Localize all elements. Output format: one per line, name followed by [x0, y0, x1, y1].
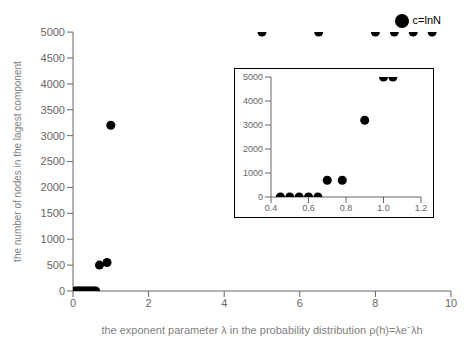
svg-text:2: 2: [146, 297, 152, 309]
svg-text:0.4: 0.4: [265, 203, 278, 213]
svg-text:the number of nodes in the lag: the number of nodes in the lagest compon…: [12, 61, 23, 262]
svg-text:5000: 5000: [243, 72, 263, 82]
svg-text:3500: 3500: [41, 104, 65, 116]
html-text:c=lnN: c=lnN: [412, 14, 441, 26]
svg-text:2000: 2000: [243, 144, 263, 154]
svg-text:8: 8: [372, 297, 378, 309]
svg-text:1.0: 1.0: [377, 203, 390, 213]
svg-text:500: 500: [47, 259, 65, 271]
svg-text:4500: 4500: [41, 52, 65, 64]
svg-text:4: 4: [221, 297, 227, 309]
svg-text:0: 0: [59, 285, 65, 297]
svg-text:2500: 2500: [41, 155, 65, 167]
svg-text:5000: 5000: [41, 26, 65, 38]
svg-text:0.6: 0.6: [302, 203, 315, 213]
svg-text:3000: 3000: [41, 130, 65, 142]
svg-text:the exponent parameter λ in th: the exponent parameter λ in the probabil…: [101, 324, 422, 336]
svg-text:0: 0: [258, 192, 263, 202]
svg-text:1000: 1000: [41, 233, 65, 245]
svg-text:0: 0: [70, 297, 76, 309]
svg-text:1.2: 1.2: [415, 203, 428, 213]
svg-text:10: 10: [445, 297, 457, 309]
svg-text:6: 6: [297, 297, 303, 309]
svg-text:3000: 3000: [243, 120, 263, 130]
svg-text:2000: 2000: [41, 181, 65, 193]
svg-text:0.8: 0.8: [340, 203, 353, 213]
svg-text:4000: 4000: [41, 78, 65, 90]
svg-text:1000: 1000: [243, 168, 263, 178]
svg-text:4000: 4000: [243, 96, 263, 106]
svg-text:1500: 1500: [41, 207, 65, 219]
